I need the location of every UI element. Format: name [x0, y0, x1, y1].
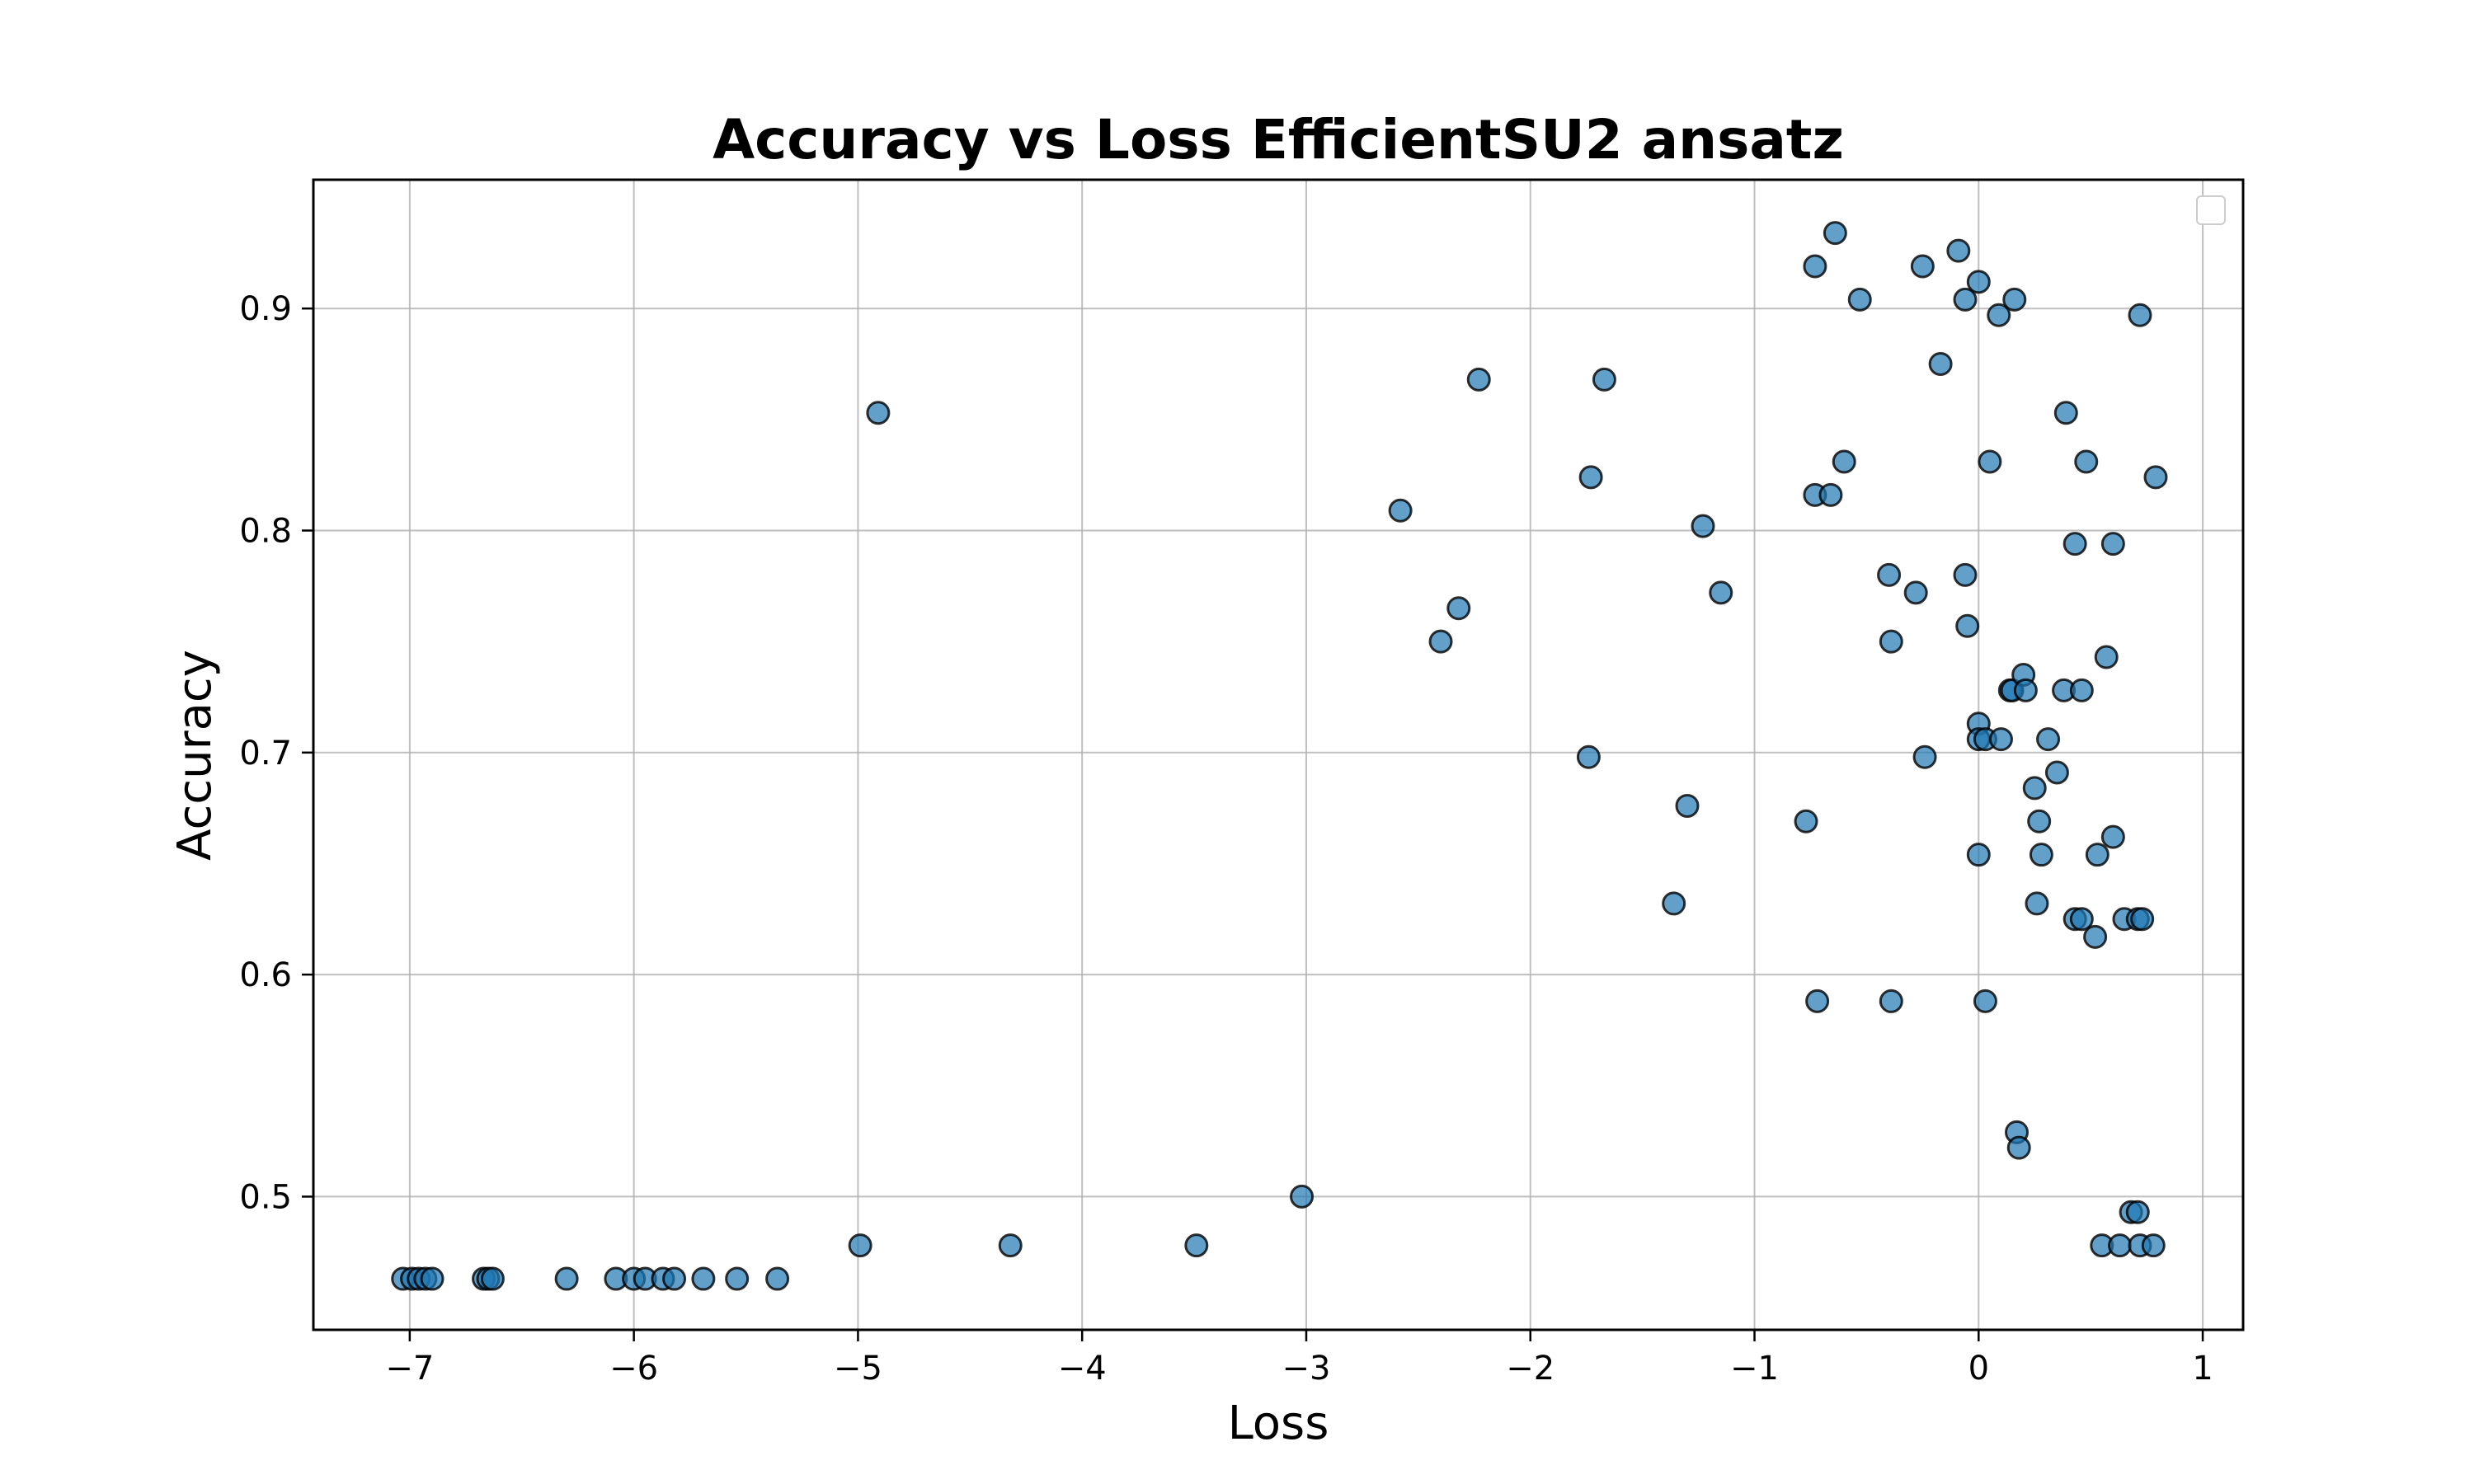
data-point — [420, 1266, 444, 1291]
data-point — [1953, 287, 1978, 312]
data-point — [1987, 303, 2011, 327]
data-point — [1973, 989, 1997, 1013]
data-point — [1466, 367, 1491, 392]
data-point — [2053, 401, 2078, 425]
data-point — [1978, 449, 2002, 474]
y-axis-label: Accuracy — [168, 650, 222, 861]
data-point — [1903, 580, 1928, 605]
x-tick-label: −6 — [609, 1350, 658, 1388]
data-point — [1847, 287, 1872, 312]
plot-frame — [312, 178, 2245, 1331]
data-point — [1794, 809, 1818, 834]
data-point — [765, 1266, 790, 1291]
data-point — [1592, 367, 1616, 392]
y-tick-label: 0.7 — [239, 735, 292, 773]
data-points — [391, 221, 2168, 1291]
data-point — [2141, 1233, 2166, 1258]
data-point — [2036, 727, 2061, 752]
data-point — [1879, 989, 1903, 1013]
data-point — [1877, 562, 1902, 587]
x-tick-label: 0 — [1968, 1350, 1989, 1388]
data-point — [1832, 449, 1856, 474]
data-point — [725, 1266, 750, 1291]
data-point — [1446, 596, 1471, 621]
data-point — [1912, 744, 1937, 769]
data-point — [691, 1266, 716, 1291]
data-point — [1576, 744, 1601, 769]
x-tick-label: −5 — [834, 1350, 882, 1388]
data-point — [1184, 1233, 1209, 1258]
data-point — [2027, 809, 2052, 834]
y-axis: 0.5 0.6 0.7 0.8 0.9 — [239, 290, 313, 1216]
data-point — [2143, 465, 2168, 490]
data-point — [1691, 514, 1715, 538]
y-tick-label: 0.6 — [239, 956, 292, 994]
data-point — [998, 1233, 1023, 1258]
data-point — [866, 401, 891, 425]
data-point — [1953, 562, 1978, 587]
data-point — [2108, 1233, 2133, 1258]
data-point — [1966, 270, 1991, 294]
data-point — [1290, 1184, 1315, 1209]
data-point — [2130, 907, 2155, 932]
data-point — [2002, 287, 2027, 312]
data-point — [1578, 465, 1603, 490]
data-point — [1946, 238, 1971, 263]
data-point — [2022, 776, 2047, 801]
data-point — [2029, 843, 2053, 867]
data-point — [1928, 352, 1953, 377]
data-point — [1879, 629, 1903, 654]
chart-title: Accuracy vs Loss EfficientSU2 ansatz — [713, 108, 1844, 171]
data-point — [2006, 1135, 2031, 1160]
data-point — [2100, 532, 2125, 556]
legend-box — [2196, 195, 2226, 225]
data-point — [662, 1266, 687, 1291]
data-point — [2125, 1200, 2150, 1224]
data-point — [2044, 760, 2069, 785]
data-point — [2094, 645, 2119, 669]
data-point — [2062, 532, 2087, 556]
x-tick-label: −1 — [1730, 1350, 1779, 1388]
data-point — [848, 1233, 872, 1258]
data-point — [2069, 678, 2094, 702]
data-point — [1955, 613, 1980, 638]
data-point — [1823, 221, 1847, 246]
y-tick-label: 0.9 — [239, 290, 292, 328]
data-point — [2083, 924, 2108, 949]
data-point — [2069, 907, 2094, 932]
x-axis: −7 −6 −5 −4 −3 −2 −1 0 1 — [385, 1330, 2213, 1388]
x-tick-label: −3 — [1282, 1350, 1330, 1388]
x-tick-label: −7 — [385, 1350, 434, 1388]
x-tick-label: −2 — [1506, 1350, 1554, 1388]
data-point — [1818, 482, 1843, 507]
data-point — [480, 1266, 505, 1291]
x-tick-label: 1 — [2192, 1350, 2213, 1388]
data-point — [1805, 989, 1830, 1013]
data-point — [1662, 891, 1686, 916]
data-point — [1910, 254, 1935, 279]
data-point — [2128, 303, 2152, 327]
data-point — [1388, 498, 1413, 523]
data-point — [2074, 449, 2099, 474]
data-point — [2025, 891, 2049, 916]
data-point — [1709, 580, 1733, 605]
gridlines — [313, 180, 2243, 1330]
x-axis-label: Loss — [1228, 1397, 1329, 1450]
data-point — [2100, 824, 2125, 849]
data-point — [1966, 843, 1991, 867]
data-point — [554, 1266, 579, 1291]
y-tick-label: 0.5 — [239, 1178, 292, 1216]
data-point — [2013, 678, 2038, 702]
y-tick-label: 0.8 — [239, 513, 292, 551]
data-point — [1803, 254, 1827, 279]
data-point — [1988, 727, 2013, 752]
data-point — [1428, 629, 1453, 654]
data-point — [2085, 843, 2109, 867]
x-tick-label: −4 — [1058, 1350, 1107, 1388]
data-point — [1675, 793, 1700, 818]
